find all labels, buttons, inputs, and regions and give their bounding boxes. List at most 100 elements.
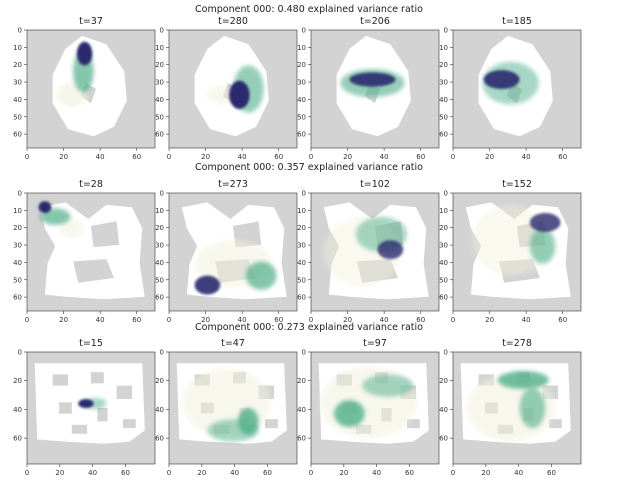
x-tick-label: 0 <box>167 316 171 324</box>
x-tick-label: 40 <box>230 469 239 477</box>
y-tick-label: 40 <box>297 96 306 104</box>
maze-hole <box>91 372 104 384</box>
x-tick-label: 60 <box>547 469 556 477</box>
y-tick-label: 10 <box>155 207 164 215</box>
x-tick-label: 20 <box>339 469 348 477</box>
y-tick-label: 30 <box>155 242 164 250</box>
x-tick-label: 40 <box>514 469 523 477</box>
axes-frame <box>26 29 156 149</box>
y-tick-label: 20 <box>155 61 164 69</box>
y-tick-label: 30 <box>439 79 448 87</box>
y-tick-label: 30 <box>13 79 22 87</box>
panel-title: t=185 <box>502 16 532 27</box>
row-title: Component 000: 0.480 explained variance … <box>195 4 423 15</box>
x-tick-label: 0 <box>25 153 29 161</box>
x-tick-label: 20 <box>343 316 352 324</box>
axes-frame <box>26 192 156 312</box>
y-tick-label: 40 <box>439 96 448 104</box>
x-tick-label: 60 <box>558 153 567 161</box>
maze-hole <box>73 259 114 283</box>
y-tick-label: 10 <box>13 44 22 52</box>
y-tick-label: 50 <box>155 276 164 284</box>
maze-hole <box>123 419 136 429</box>
activation-blob <box>229 80 250 110</box>
activation-blob <box>207 85 233 105</box>
y-tick-label: 40 <box>13 406 22 414</box>
y-tick-label: 0 <box>18 190 22 198</box>
y-tick-label: 20 <box>439 61 448 69</box>
axes-frame <box>310 192 440 312</box>
y-tick-label: 20 <box>13 61 22 69</box>
heatmap-panel: t=28 0 20 40 60 0 10 20 30 40 50 60 <box>13 179 156 324</box>
panel-title: t=273 <box>218 179 248 190</box>
y-tick-label: 20 <box>439 224 448 232</box>
axes-frame <box>26 351 156 465</box>
axes-frame <box>310 351 440 465</box>
x-tick-label: 40 <box>380 153 389 161</box>
activation-overlay <box>56 41 94 107</box>
y-tick-label: 50 <box>297 276 306 284</box>
y-tick-label: 20 <box>13 377 22 385</box>
y-tick-label: 0 <box>444 190 448 198</box>
activation-blob <box>529 228 556 264</box>
y-tick-label: 60 <box>439 435 448 443</box>
axes-frame <box>168 351 298 465</box>
y-tick-label: 0 <box>160 349 164 357</box>
y-tick-label: 30 <box>297 79 306 87</box>
x-tick-label: 20 <box>55 469 64 477</box>
activation-blob <box>38 201 52 214</box>
x-tick-label: 20 <box>201 153 210 161</box>
y-tick-label: 40 <box>155 259 164 267</box>
y-tick-label: 40 <box>13 96 22 104</box>
maze-hole <box>116 385 132 400</box>
axes-frame <box>452 351 582 465</box>
activation-blob <box>519 387 546 429</box>
x-tick-label: 0 <box>309 469 313 477</box>
x-tick-label: 0 <box>25 316 29 324</box>
y-tick-label: 10 <box>13 207 22 215</box>
panel-title: t=97 <box>363 338 387 349</box>
y-tick-label: 0 <box>302 349 306 357</box>
heatmap-panel: t=278 0 20 40 60 0 20 40 60 <box>439 338 582 477</box>
y-tick-label: 50 <box>155 113 164 121</box>
y-tick-label: 30 <box>155 79 164 87</box>
y-tick-label: 0 <box>302 27 306 35</box>
activation-overlay <box>319 366 418 439</box>
y-tick-label: 0 <box>444 349 448 357</box>
y-tick-label: 0 <box>160 190 164 198</box>
y-tick-label: 60 <box>155 435 164 443</box>
x-tick-label: 20 <box>59 316 68 324</box>
activation-overlay <box>465 371 556 442</box>
maze-hole <box>97 408 108 422</box>
x-tick-label: 0 <box>451 153 455 161</box>
activation-blob <box>483 70 520 89</box>
activation-blob <box>59 218 85 238</box>
x-tick-label: 60 <box>263 469 272 477</box>
y-tick-label: 60 <box>155 131 164 139</box>
y-tick-label: 30 <box>439 242 448 250</box>
y-tick-label: 20 <box>297 224 306 232</box>
activation-overlay <box>78 397 107 410</box>
x-tick-label: 0 <box>309 153 313 161</box>
panel-title: t=280 <box>218 16 248 27</box>
activation-overlay <box>340 68 405 98</box>
heatmap-panel: t=206 0 20 40 60 0 10 20 30 40 50 60 <box>297 16 440 161</box>
activation-blob <box>362 374 414 397</box>
y-tick-label: 20 <box>155 224 164 232</box>
x-tick-label: 40 <box>238 316 247 324</box>
maze-hole <box>52 374 68 386</box>
activation-blob <box>78 399 94 408</box>
panel-title: t=152 <box>502 179 532 190</box>
panel-title: t=47 <box>221 338 245 349</box>
axes-frame <box>168 29 298 149</box>
x-tick-label: 0 <box>309 316 313 324</box>
maze-hole <box>407 419 420 429</box>
heatmap-panel: t=273 0 20 40 60 0 10 20 30 40 50 60 <box>155 179 298 324</box>
activation-overlay <box>38 201 85 238</box>
x-tick-label: 20 <box>59 153 68 161</box>
maze-hole <box>71 424 88 434</box>
y-tick-label: 50 <box>439 113 448 121</box>
y-tick-label: 40 <box>13 259 22 267</box>
activation-blob <box>497 371 549 389</box>
